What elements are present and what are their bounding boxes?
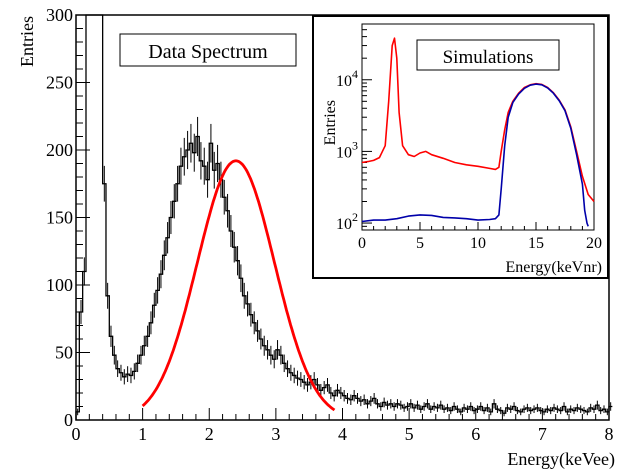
main-x-tick-label: 1 (138, 424, 147, 444)
main-gaussian-fit-line (141, 159, 336, 412)
inset-title-box (416, 39, 560, 71)
main-x-tick-label: 2 (205, 424, 214, 444)
main-y-tick-label: 300 (46, 5, 73, 25)
inset-y-tick-label: 102 (336, 210, 358, 233)
inset-x-axis-label: Energy(keVnr) (505, 259, 602, 276)
main-x-tick-label: 4 (338, 424, 347, 444)
main-x-tick-label: 3 (271, 424, 280, 444)
inset-y-tick-label: 104 (336, 67, 358, 90)
main-y-tick-label: 150 (46, 208, 73, 228)
inset-y-tick-base: 10 (336, 144, 352, 161)
main-y-tick-label: 200 (46, 140, 73, 160)
inset-y-tick-exponent: 4 (352, 67, 358, 81)
main-x-axis-label: Energy(keVee) (507, 449, 615, 470)
main-y-tick-label: 100 (46, 275, 73, 295)
inset-x-tick-label: 10 (470, 235, 486, 252)
inset-x-tick-label: 20 (586, 235, 602, 252)
inset-y-tick-exponent: 2 (352, 210, 358, 224)
main-title-box (119, 33, 297, 67)
main-x-tick-label: 8 (605, 424, 614, 444)
inset-title: Simulations (443, 47, 534, 68)
inset-x-tick-label: 15 (528, 235, 544, 252)
main-y-axis-label: Entries (17, 16, 37, 67)
inset-x-tick-label: 5 (416, 235, 424, 252)
inset-y-tick-base: 10 (336, 73, 352, 90)
main-histogram-line (75, 14, 613, 420)
main-y-tick-label: 250 (46, 73, 73, 93)
inset-y-axis-label: Entries (322, 100, 339, 145)
main-x-tick-label: 6 (471, 424, 480, 444)
inset-x-tick-label: 0 (358, 235, 366, 252)
main-x-tick-label: 5 (405, 424, 414, 444)
inset-y-tick-label: 103 (336, 138, 358, 161)
inset-blue-spectrum-line (361, 83, 589, 227)
inset-y-tick-base: 10 (336, 216, 352, 233)
main-x-tick-label: 7 (538, 424, 547, 444)
main-title: Data Spectrum (148, 41, 268, 63)
main-y-tick-label: 0 (64, 410, 73, 430)
main-y-tick-label: 50 (55, 343, 73, 363)
inset-y-tick-exponent: 3 (352, 138, 358, 152)
main-x-tick-label: 0 (72, 424, 81, 444)
